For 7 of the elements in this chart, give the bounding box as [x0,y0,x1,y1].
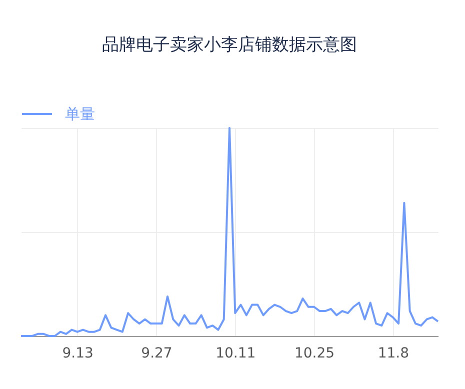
legend-label: 单量 [65,105,95,123]
x-tick-label: 11.8 [378,346,410,362]
x-tick-label: 10.11 [216,346,256,362]
x-tick-label: 9.27 [141,346,172,362]
x-tick-label: 9.13 [62,346,94,362]
chart-title: 品牌电子卖家小李店铺数据示意图 [102,35,357,55]
x-tick-label: 10.25 [294,346,335,362]
